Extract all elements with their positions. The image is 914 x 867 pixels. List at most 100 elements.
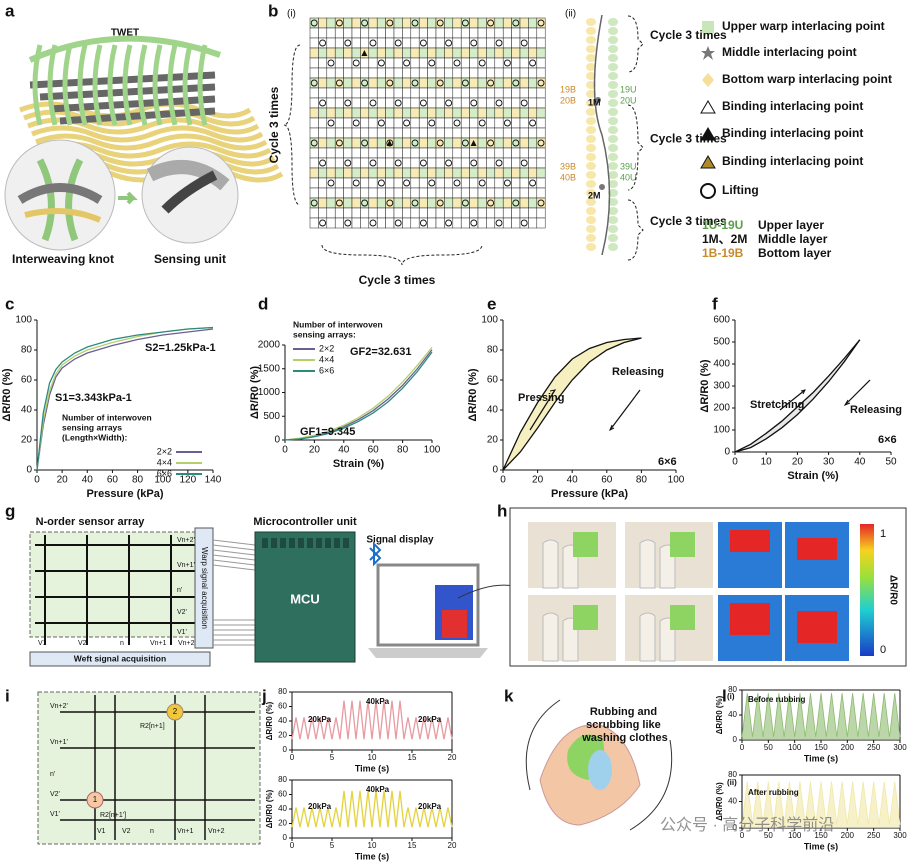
series-line bbox=[741, 781, 901, 825]
panel-label: h bbox=[497, 501, 507, 520]
cell bbox=[444, 147, 454, 159]
cell bbox=[309, 107, 319, 119]
cell bbox=[393, 127, 403, 139]
x-tick-label: 20 bbox=[792, 457, 804, 468]
cell bbox=[528, 37, 538, 49]
cell bbox=[318, 107, 328, 119]
lifting bbox=[487, 139, 495, 147]
cell bbox=[528, 27, 538, 39]
mid-pt bbox=[599, 184, 605, 190]
node-label: Vn+1 bbox=[150, 640, 167, 647]
cell bbox=[486, 177, 496, 189]
cell bbox=[427, 157, 437, 169]
yarn-point bbox=[586, 135, 596, 143]
cell bbox=[444, 77, 454, 89]
cell bbox=[318, 57, 328, 69]
side-label: 1M bbox=[588, 97, 601, 107]
cell bbox=[326, 187, 336, 199]
cell bbox=[410, 107, 420, 119]
yarn-point bbox=[586, 72, 596, 80]
cell bbox=[469, 177, 479, 189]
cell bbox=[477, 47, 487, 59]
cell bbox=[469, 17, 479, 29]
chip bbox=[307, 538, 313, 548]
yarn-point bbox=[586, 162, 596, 170]
legend-text: 6×6 bbox=[319, 365, 334, 375]
cell bbox=[385, 207, 395, 219]
yarn-point bbox=[586, 216, 596, 224]
cycle-label: Cycle 3 times bbox=[650, 214, 727, 228]
yarn-point bbox=[608, 108, 618, 116]
yarn-point bbox=[586, 54, 596, 62]
cable bbox=[212, 564, 256, 571]
chip bbox=[262, 538, 268, 548]
node-label: V1' bbox=[177, 629, 187, 636]
arrow bbox=[779, 389, 806, 411]
cell bbox=[435, 217, 445, 229]
node-label: V1' bbox=[50, 811, 60, 818]
cell bbox=[477, 217, 487, 229]
cell bbox=[486, 187, 496, 199]
lifting bbox=[344, 219, 352, 227]
side-label: 40B bbox=[560, 172, 576, 182]
y-tick-label: 500 bbox=[263, 411, 280, 422]
cell bbox=[343, 107, 353, 119]
yarn-point bbox=[608, 162, 618, 170]
cell bbox=[444, 107, 454, 119]
y-tick-label: 100 bbox=[15, 315, 32, 326]
x-axis-label: Time (s) bbox=[355, 763, 389, 773]
cell bbox=[360, 57, 370, 69]
y-tick-label: 0 bbox=[733, 823, 738, 832]
yarn-point bbox=[608, 54, 618, 62]
legend-text: 2×2 bbox=[319, 343, 334, 353]
cell bbox=[427, 217, 437, 229]
x-tick-label: 10 bbox=[368, 841, 377, 850]
series-line bbox=[502, 337, 642, 471]
panel-label: a bbox=[5, 1, 15, 20]
yarn-point bbox=[608, 63, 618, 71]
x-tick-label: 50 bbox=[764, 743, 773, 752]
cell bbox=[536, 117, 546, 129]
layer-key: 1U-19U bbox=[702, 218, 743, 232]
side-label: 20U bbox=[620, 95, 637, 105]
chip bbox=[316, 538, 322, 548]
cell bbox=[410, 47, 420, 59]
cell bbox=[343, 57, 353, 69]
node bbox=[86, 791, 104, 809]
cell bbox=[318, 187, 328, 199]
lifting bbox=[377, 59, 385, 67]
cell bbox=[418, 77, 428, 89]
lifting bbox=[495, 159, 503, 167]
cell bbox=[318, 77, 328, 89]
cell bbox=[410, 177, 420, 189]
cell bbox=[410, 187, 420, 199]
yarn-point bbox=[608, 135, 618, 143]
x-tick-label: 20 bbox=[309, 445, 321, 456]
y-tick-label: 300 bbox=[713, 381, 730, 392]
node-label: V2' bbox=[50, 791, 60, 798]
cell bbox=[511, 87, 521, 99]
cell bbox=[334, 157, 344, 169]
cell bbox=[309, 27, 319, 39]
lifting bbox=[537, 79, 545, 87]
legend-icon bbox=[700, 127, 716, 141]
cell bbox=[376, 137, 386, 149]
cell bbox=[376, 37, 386, 49]
x-tick-label: 20 bbox=[448, 753, 457, 762]
legend-title: sensing arrays bbox=[62, 422, 122, 432]
cell bbox=[460, 187, 470, 199]
cell bbox=[318, 67, 328, 79]
cell bbox=[376, 17, 386, 29]
cell bbox=[494, 187, 504, 199]
series-line bbox=[734, 339, 861, 453]
x-tick-label: 40 bbox=[567, 475, 579, 486]
warp bbox=[593, 14, 611, 256]
cell bbox=[435, 167, 445, 179]
lifting bbox=[419, 219, 427, 227]
layer-text: Upper layer bbox=[758, 218, 824, 232]
lifting bbox=[419, 39, 427, 47]
y-tick-label: 40 bbox=[21, 405, 33, 416]
node-label: Vn+1 bbox=[177, 828, 194, 835]
cell bbox=[343, 207, 353, 219]
x-tick-label: 80 bbox=[397, 445, 409, 456]
